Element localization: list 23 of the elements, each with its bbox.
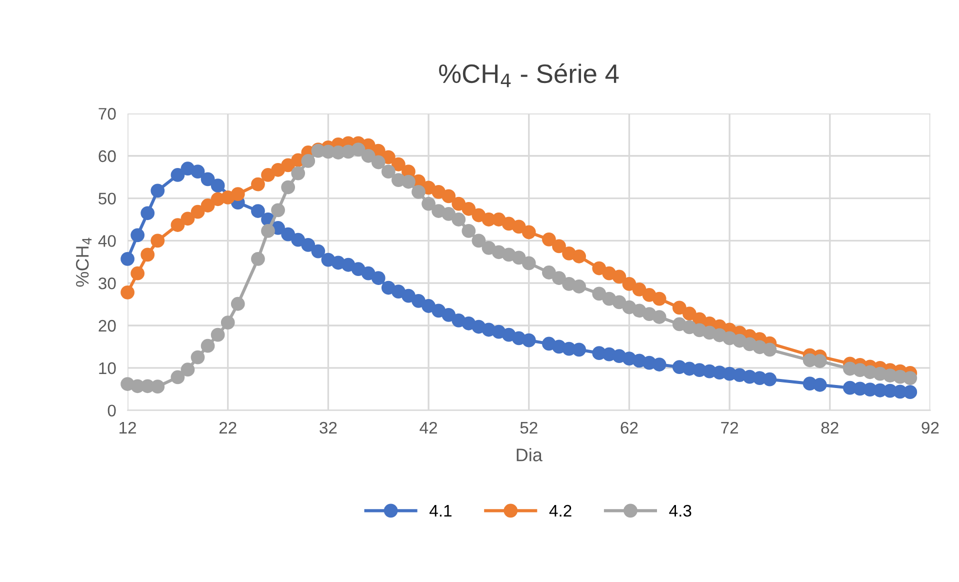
x-tick-label: 72 — [721, 422, 738, 434]
chart-title: %CH$_{4}$ - Série 4 — [439, 63, 619, 88]
x-tick-label: 42 — [420, 422, 437, 434]
x-tick-label: 62 — [620, 422, 638, 434]
y-tick-label: 50 — [98, 192, 116, 204]
x-tick-label: 82 — [821, 422, 838, 434]
x-tick-label: 12 — [120, 422, 136, 434]
x-tick-label: 92 — [922, 422, 939, 434]
y-tick-label: 10 — [99, 362, 116, 374]
y-tick-label: 70 — [98, 108, 116, 120]
y-tick-label: 0 — [108, 404, 116, 417]
x-tick-label: 52 — [520, 422, 538, 434]
legend-label: 4.3 — [669, 504, 692, 517]
y-tick-label: 40 — [98, 235, 116, 247]
y-axis-title: %CH$_{4}$ — [76, 238, 92, 287]
x-tick-label: 22 — [219, 422, 236, 434]
y-tick-label: 30 — [98, 278, 116, 290]
x-axis-title: Dia — [516, 448, 542, 462]
legend-label: 4.2 — [549, 504, 572, 517]
y-tick-label: 60 — [98, 150, 116, 162]
y-tick-label: 20 — [98, 320, 116, 332]
legend-label: 4.1 — [430, 505, 452, 517]
x-tick-label: 32 — [320, 422, 337, 434]
